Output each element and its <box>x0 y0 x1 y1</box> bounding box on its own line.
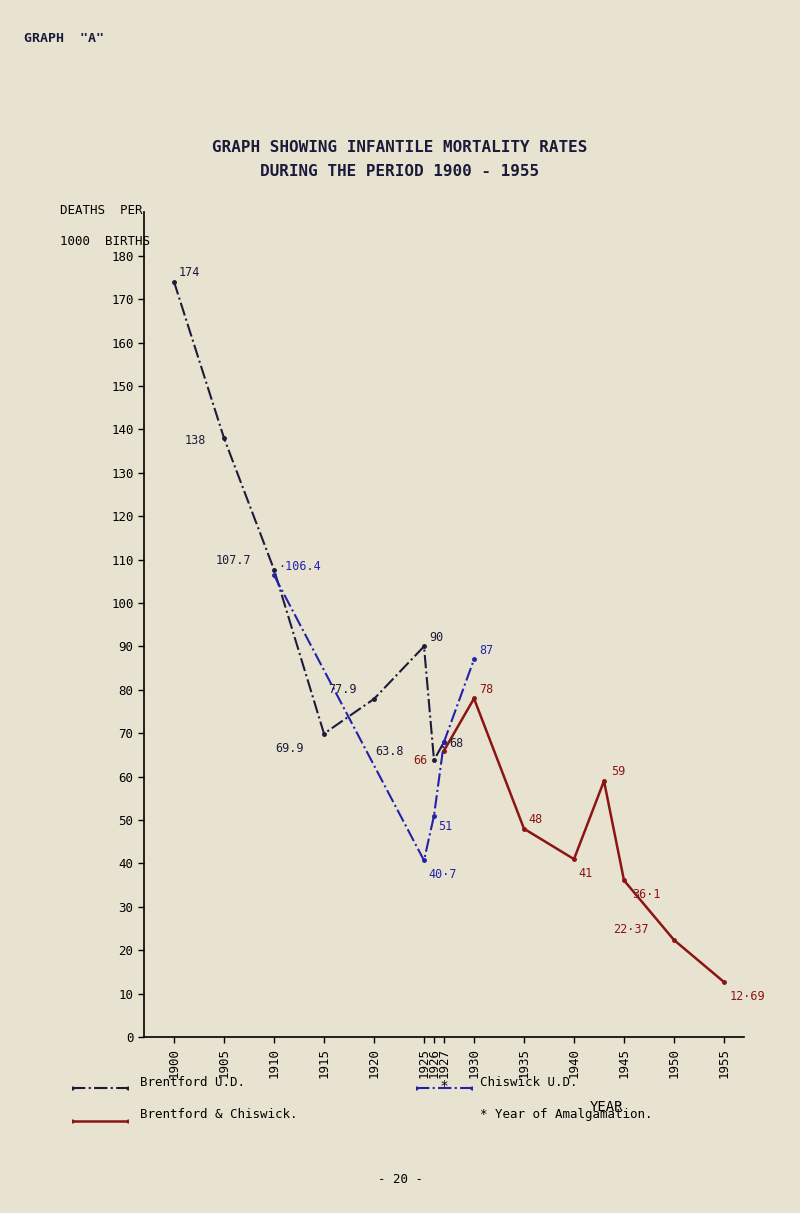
Text: - 20 -: - 20 - <box>378 1173 422 1185</box>
Text: 1000  BIRTHS: 1000 BIRTHS <box>60 235 150 249</box>
Text: 40·7: 40·7 <box>428 869 457 882</box>
Text: 87: 87 <box>479 644 494 657</box>
Text: 63.8: 63.8 <box>376 745 404 758</box>
Text: 48: 48 <box>528 813 542 826</box>
Text: 36·1: 36·1 <box>632 888 661 901</box>
Text: 90: 90 <box>430 631 444 644</box>
Text: 66: 66 <box>414 754 428 768</box>
Text: Chiswick U.D.: Chiswick U.D. <box>480 1076 578 1088</box>
Text: 107.7: 107.7 <box>216 554 251 566</box>
Text: Brentford & Chiswick.: Brentford & Chiswick. <box>140 1109 298 1121</box>
Text: ·106.4: ·106.4 <box>278 559 321 573</box>
Text: 78: 78 <box>479 683 494 696</box>
Text: 12·69: 12·69 <box>730 990 765 1003</box>
Text: 41: 41 <box>578 867 593 881</box>
Text: DURING THE PERIOD 1900 - 1955: DURING THE PERIOD 1900 - 1955 <box>261 164 539 178</box>
Text: GRAPH SHOWING INFANTILE MORTALITY RATES: GRAPH SHOWING INFANTILE MORTALITY RATES <box>212 139 588 154</box>
Text: 77.9: 77.9 <box>328 683 357 696</box>
Text: Brentford U.D.: Brentford U.D. <box>140 1076 245 1088</box>
Text: * Year of Amalgamation.: * Year of Amalgamation. <box>480 1109 653 1121</box>
Text: 51: 51 <box>438 820 453 832</box>
Text: 69.9: 69.9 <box>275 741 304 754</box>
Text: DEATHS  PER: DEATHS PER <box>60 204 142 217</box>
Text: GRAPH  "A": GRAPH "A" <box>24 33 104 45</box>
Text: 68: 68 <box>450 738 464 751</box>
Text: 59: 59 <box>611 765 625 779</box>
Text: 22·37: 22·37 <box>613 923 649 936</box>
Text: YEAR: YEAR <box>590 1100 622 1115</box>
Text: 174: 174 <box>178 266 199 279</box>
Text: 138: 138 <box>185 433 206 446</box>
Text: *: * <box>441 1078 447 1093</box>
